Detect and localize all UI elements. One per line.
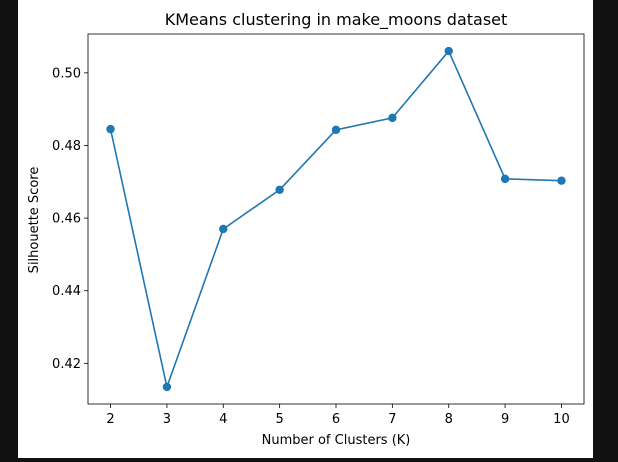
x-tick-label: 8 xyxy=(445,412,453,427)
data-point xyxy=(162,382,172,392)
x-tick-label: 10 xyxy=(553,412,570,427)
data-point xyxy=(275,185,284,194)
x-tick-label: 6 xyxy=(332,412,340,427)
chart-title: KMeans clustering in make_moons dataset xyxy=(165,10,508,30)
series-line xyxy=(109,50,562,388)
x-tick-label: 7 xyxy=(388,412,396,427)
plot-frame xyxy=(87,33,585,405)
data-point xyxy=(388,113,397,123)
x-tick-label: 5 xyxy=(275,412,283,427)
y-tick-label: 0.46 xyxy=(52,212,81,227)
data-point xyxy=(219,224,228,234)
y-tick-label: 0.42 xyxy=(52,357,81,372)
data-point xyxy=(106,124,115,134)
x-tick-label: 4 xyxy=(219,412,227,427)
y-tick-label: 0.48 xyxy=(52,139,81,154)
chart-svg: KMeans clustering in make_moons dataset … xyxy=(27,10,585,448)
y-axis-label: Silhouette Score xyxy=(27,167,42,274)
x-tick-label: 2 xyxy=(106,412,114,427)
x-tick-label: 9 xyxy=(501,412,509,427)
x-tick-label: 3 xyxy=(163,412,171,427)
y-tick-label: 0.50 xyxy=(52,66,81,81)
x-axis-label: Number of Clusters (K) xyxy=(262,433,411,448)
y-tick-label: 0.44 xyxy=(52,284,81,299)
plot-area: 2 3 4 5 6 7 8 9 10 0.42 0.44 0.46 0.48 0.50 xyxy=(52,33,585,427)
data-point xyxy=(557,176,566,185)
data-point xyxy=(500,174,510,184)
chart-figure: KMeans clustering in make_moons dataset … xyxy=(18,0,593,458)
data-point xyxy=(444,46,453,56)
data-point xyxy=(331,125,341,135)
